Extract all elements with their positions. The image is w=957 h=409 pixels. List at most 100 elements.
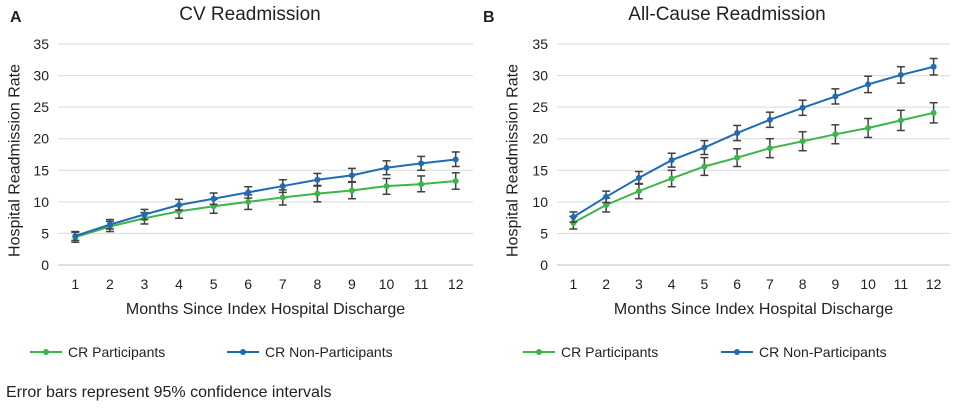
data-point xyxy=(279,194,286,201)
data-point xyxy=(930,63,937,70)
chart-title: All-Cause Readmission xyxy=(628,4,825,25)
x-tick-label: 7 xyxy=(279,276,287,292)
y-tick-label: 25 xyxy=(532,99,548,115)
series-line xyxy=(572,111,934,224)
x-tick-label: 1 xyxy=(569,276,577,292)
data-point xyxy=(348,187,355,194)
y-tick-label: 0 xyxy=(41,257,49,273)
x-tick-label: 5 xyxy=(700,276,708,292)
y-tick-label: 35 xyxy=(33,36,49,52)
y-tick-label: 30 xyxy=(532,68,548,84)
data-point xyxy=(766,145,773,152)
data-point xyxy=(418,160,425,167)
x-tick-label: 3 xyxy=(635,276,643,292)
x-tick-label: 12 xyxy=(448,276,464,292)
series-cr-non-participants xyxy=(569,57,938,223)
data-point xyxy=(734,154,741,161)
y-tick-label: 30 xyxy=(33,68,49,84)
x-axis-title: Months Since Index Hospital Discharge xyxy=(614,301,893,318)
data-point xyxy=(865,124,872,131)
x-tick-label: 3 xyxy=(141,276,149,292)
footnote: Error bars represent 95% confidence inte… xyxy=(6,384,332,401)
data-point xyxy=(245,198,252,205)
series-line xyxy=(74,158,456,237)
panel-label: B xyxy=(483,9,495,26)
legend-marker xyxy=(536,349,542,355)
data-point xyxy=(72,232,79,239)
data-point xyxy=(418,181,425,188)
x-tick-label: 5 xyxy=(210,276,218,292)
series-cr-non-participants xyxy=(71,151,460,242)
legend-entry: CR Participants xyxy=(523,344,658,360)
data-point xyxy=(668,157,675,164)
data-point xyxy=(314,190,321,197)
legend-label: CR Participants xyxy=(68,344,165,360)
data-point xyxy=(348,172,355,179)
legend-entry: CR Non-Participants xyxy=(721,344,887,360)
data-point xyxy=(865,81,872,88)
y-axis-title: Hospital Readmission Rate xyxy=(505,64,522,257)
series-cr-participants xyxy=(569,101,938,230)
data-point xyxy=(452,156,459,163)
data-point xyxy=(930,109,937,116)
y-tick-label: 20 xyxy=(532,131,548,147)
legend-marker xyxy=(43,349,49,355)
data-point xyxy=(383,183,390,190)
x-tick-label: 12 xyxy=(926,276,942,292)
x-tick-label: 11 xyxy=(414,276,429,292)
data-point xyxy=(897,117,904,124)
data-point xyxy=(245,189,252,196)
x-axis-title: Months Since Index Hospital Discharge xyxy=(126,301,405,318)
y-tick-label: 5 xyxy=(41,225,49,241)
legend-label: CR Participants xyxy=(561,344,658,360)
x-tick-label: 4 xyxy=(668,276,676,292)
data-point xyxy=(734,130,741,137)
legend-label: CR Non-Participants xyxy=(265,344,393,360)
data-point xyxy=(832,93,839,100)
y-tick-label: 10 xyxy=(532,194,548,210)
data-point xyxy=(766,116,773,123)
y-tick-label: 20 xyxy=(33,131,49,147)
x-tick-label: 2 xyxy=(106,276,114,292)
data-point xyxy=(106,221,113,228)
y-tick-label: 15 xyxy=(532,162,548,178)
x-tick-label: 8 xyxy=(313,276,321,292)
x-tick-label: 10 xyxy=(379,276,395,292)
data-point xyxy=(635,188,642,195)
series-line xyxy=(572,65,934,218)
x-tick-label: 2 xyxy=(602,276,610,292)
data-point xyxy=(383,164,390,171)
x-tick-label: 11 xyxy=(894,276,909,292)
x-tick-label: 1 xyxy=(71,276,79,292)
data-point xyxy=(799,138,806,145)
series-line xyxy=(74,180,456,239)
y-tick-label: 10 xyxy=(33,194,49,210)
data-point xyxy=(832,131,839,138)
data-point xyxy=(701,144,708,151)
data-point xyxy=(176,202,183,209)
x-tick-label: 8 xyxy=(799,276,807,292)
data-point xyxy=(603,193,610,200)
x-tick-label: 6 xyxy=(244,276,252,292)
x-tick-label: 6 xyxy=(733,276,741,292)
data-point xyxy=(141,211,148,218)
legend-marker xyxy=(240,349,246,355)
data-point xyxy=(570,214,577,221)
panel-label: A xyxy=(10,9,22,26)
data-point xyxy=(668,175,675,182)
x-tick-label: 9 xyxy=(831,276,839,292)
data-point xyxy=(635,174,642,181)
series-cr-participants xyxy=(71,172,460,244)
data-point xyxy=(603,202,610,209)
y-tick-label: 25 xyxy=(33,99,49,115)
y-axis-title: Hospital Readmission Rate xyxy=(7,64,24,257)
y-tick-label: 35 xyxy=(532,36,548,52)
data-point xyxy=(210,195,217,202)
data-point xyxy=(897,71,904,78)
legend-marker xyxy=(734,349,740,355)
legend-label: CR Non-Participants xyxy=(759,344,887,360)
data-point xyxy=(701,163,708,170)
